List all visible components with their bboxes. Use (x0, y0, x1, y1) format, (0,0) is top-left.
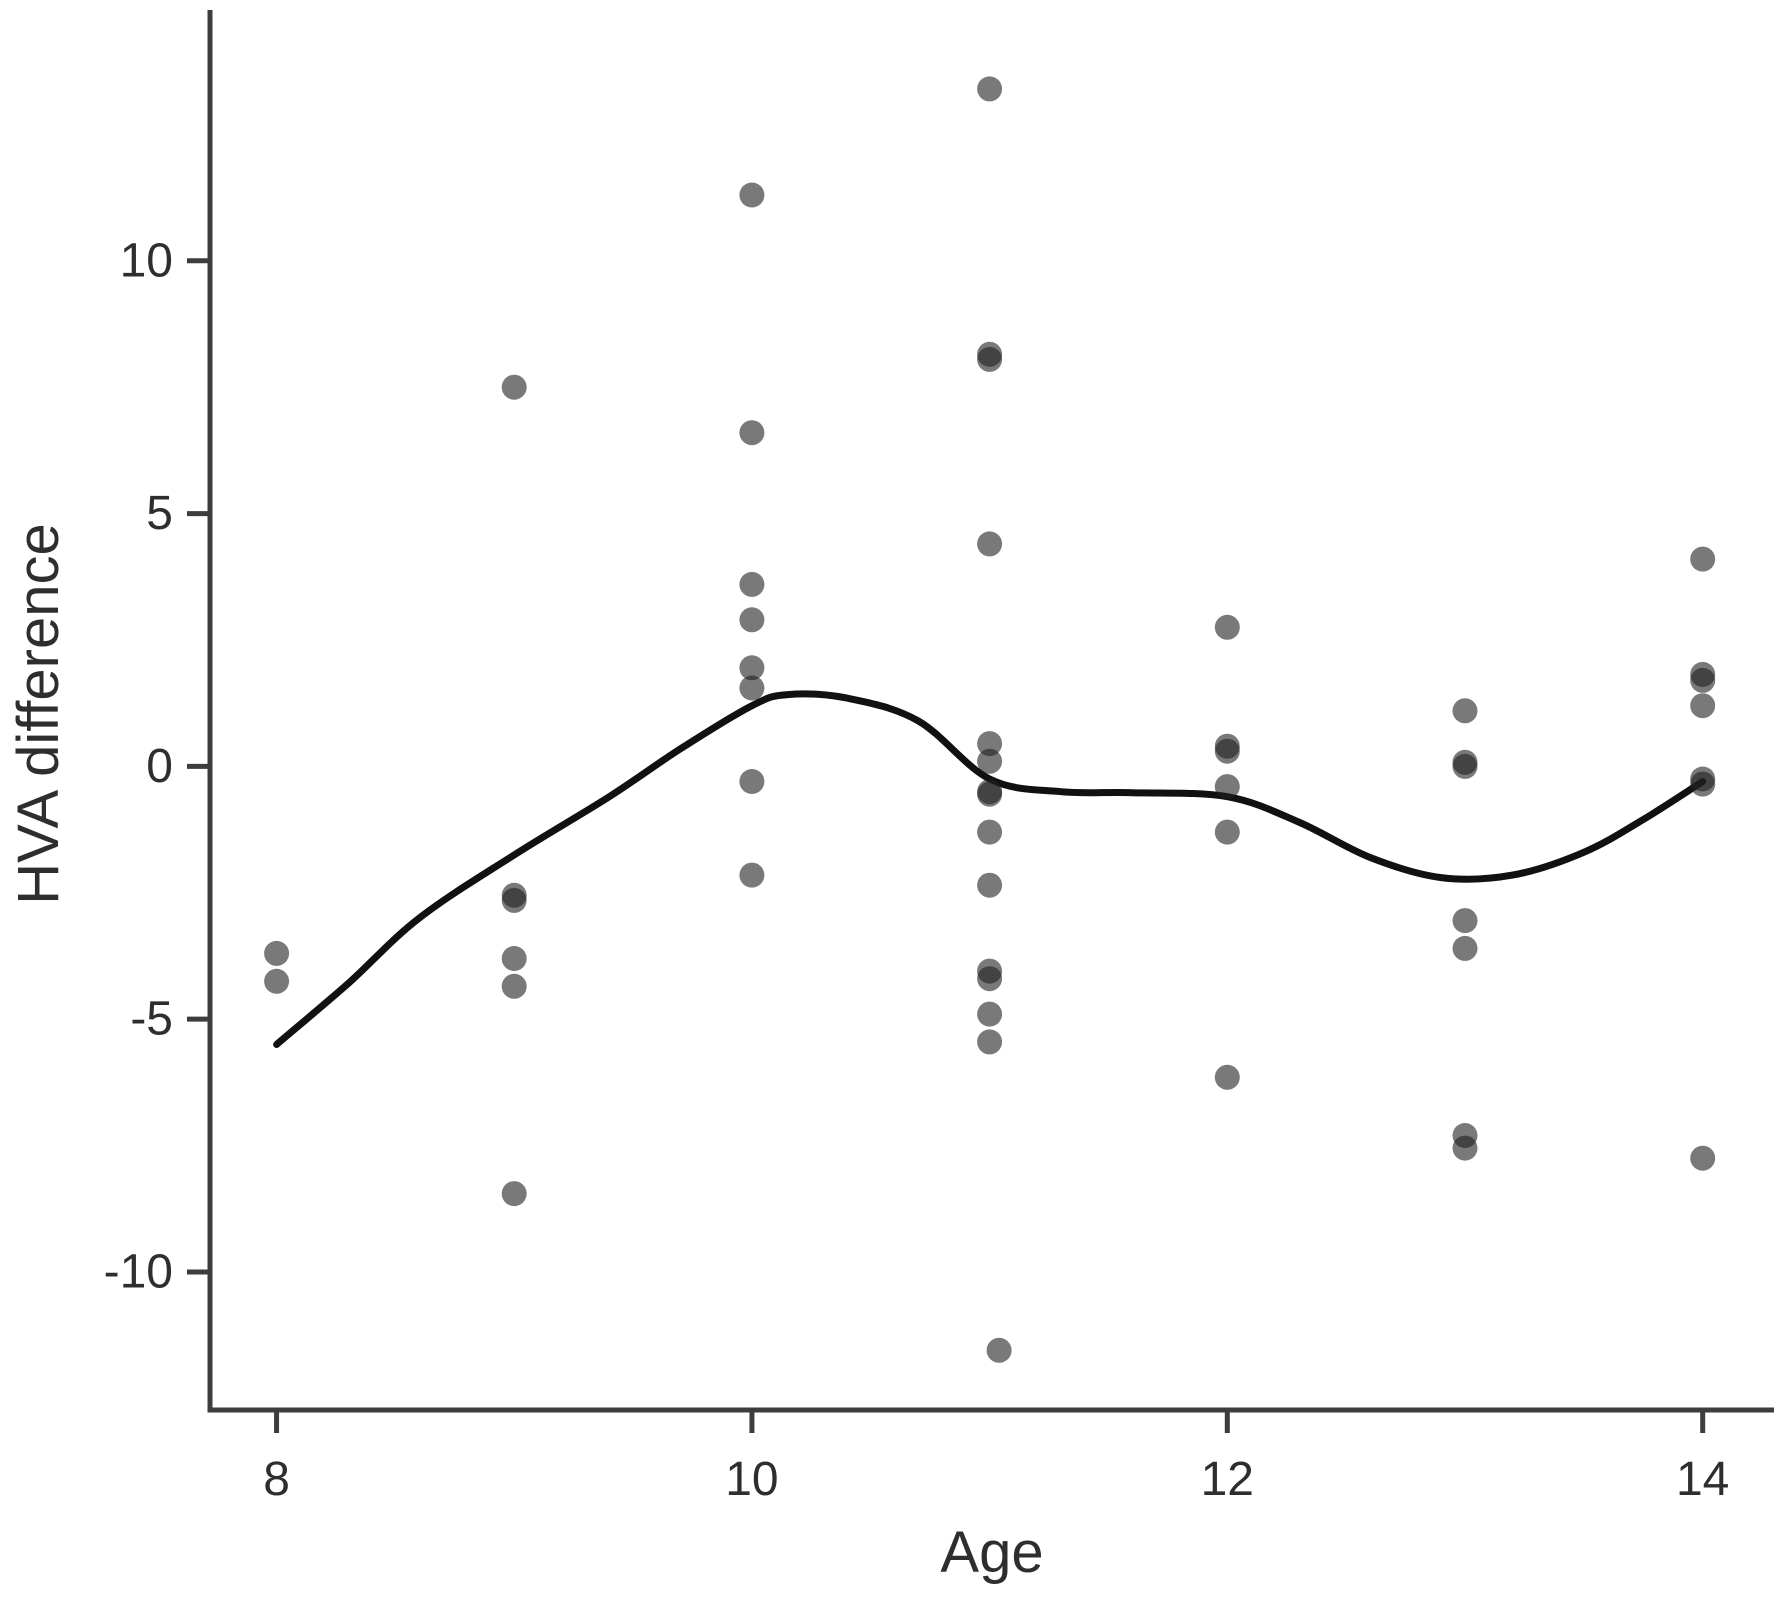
data-point (1452, 908, 1478, 934)
data-point (1214, 733, 1240, 759)
data-point (1214, 614, 1240, 640)
data-point (739, 655, 765, 681)
axes-layer: 10 5 0 -5 -10 8 10 12 14 (104, 10, 1774, 1506)
data-point (264, 940, 290, 966)
data-point (739, 769, 765, 794)
data-point (1690, 1145, 1716, 1171)
data-point (977, 966, 1003, 992)
data-point (1214, 1064, 1240, 1090)
data-point (739, 182, 765, 208)
data-point (1214, 774, 1240, 800)
x-axis-title: Age (940, 1520, 1043, 1585)
data-point (977, 341, 1003, 367)
data-point (264, 968, 290, 994)
x-tick-label: 10 (725, 1453, 778, 1506)
data-point (1452, 1135, 1478, 1161)
y-tick-label: -5 (130, 993, 173, 1046)
data-point (1690, 771, 1716, 797)
data-point (739, 420, 765, 446)
x-tick-label: 14 (1676, 1453, 1729, 1506)
data-point (1452, 749, 1478, 775)
data-point (1452, 698, 1478, 724)
data-point (986, 1337, 1012, 1363)
y-tick-label: 10 (120, 234, 173, 287)
data-point (977, 748, 1003, 774)
data-point (1214, 819, 1240, 845)
data-point (977, 76, 1003, 102)
y-tick-label: -10 (104, 1245, 173, 1298)
data-point (977, 781, 1003, 807)
x-tick-label: 12 (1201, 1453, 1254, 1506)
y-axis-title: HVA difference (6, 523, 71, 905)
data-point (1690, 661, 1716, 687)
data-point (1452, 935, 1478, 961)
data-points-layer (264, 76, 1716, 1363)
data-point (977, 1029, 1003, 1055)
data-point (977, 872, 1003, 898)
axis-labels-layer: Age HVA difference (6, 523, 1044, 1585)
data-point (977, 1001, 1003, 1027)
data-point (501, 374, 527, 400)
y-tick-label: 5 (146, 487, 173, 540)
data-point (501, 946, 527, 971)
data-point (1690, 693, 1716, 719)
data-point (739, 862, 765, 888)
x-tick-label: 8 (263, 1453, 290, 1506)
loess-curve (273, 690, 1707, 1048)
data-point (739, 607, 765, 633)
data-point (977, 531, 1003, 557)
data-point (739, 675, 765, 701)
data-point (1690, 546, 1716, 572)
data-point (977, 819, 1003, 845)
y-tick-label: 0 (146, 740, 173, 793)
data-point (501, 887, 527, 913)
data-point (739, 571, 765, 597)
loess-curve-layer (273, 690, 1707, 1048)
data-point (977, 731, 1003, 757)
data-point (501, 1181, 527, 1207)
data-point (501, 973, 527, 999)
